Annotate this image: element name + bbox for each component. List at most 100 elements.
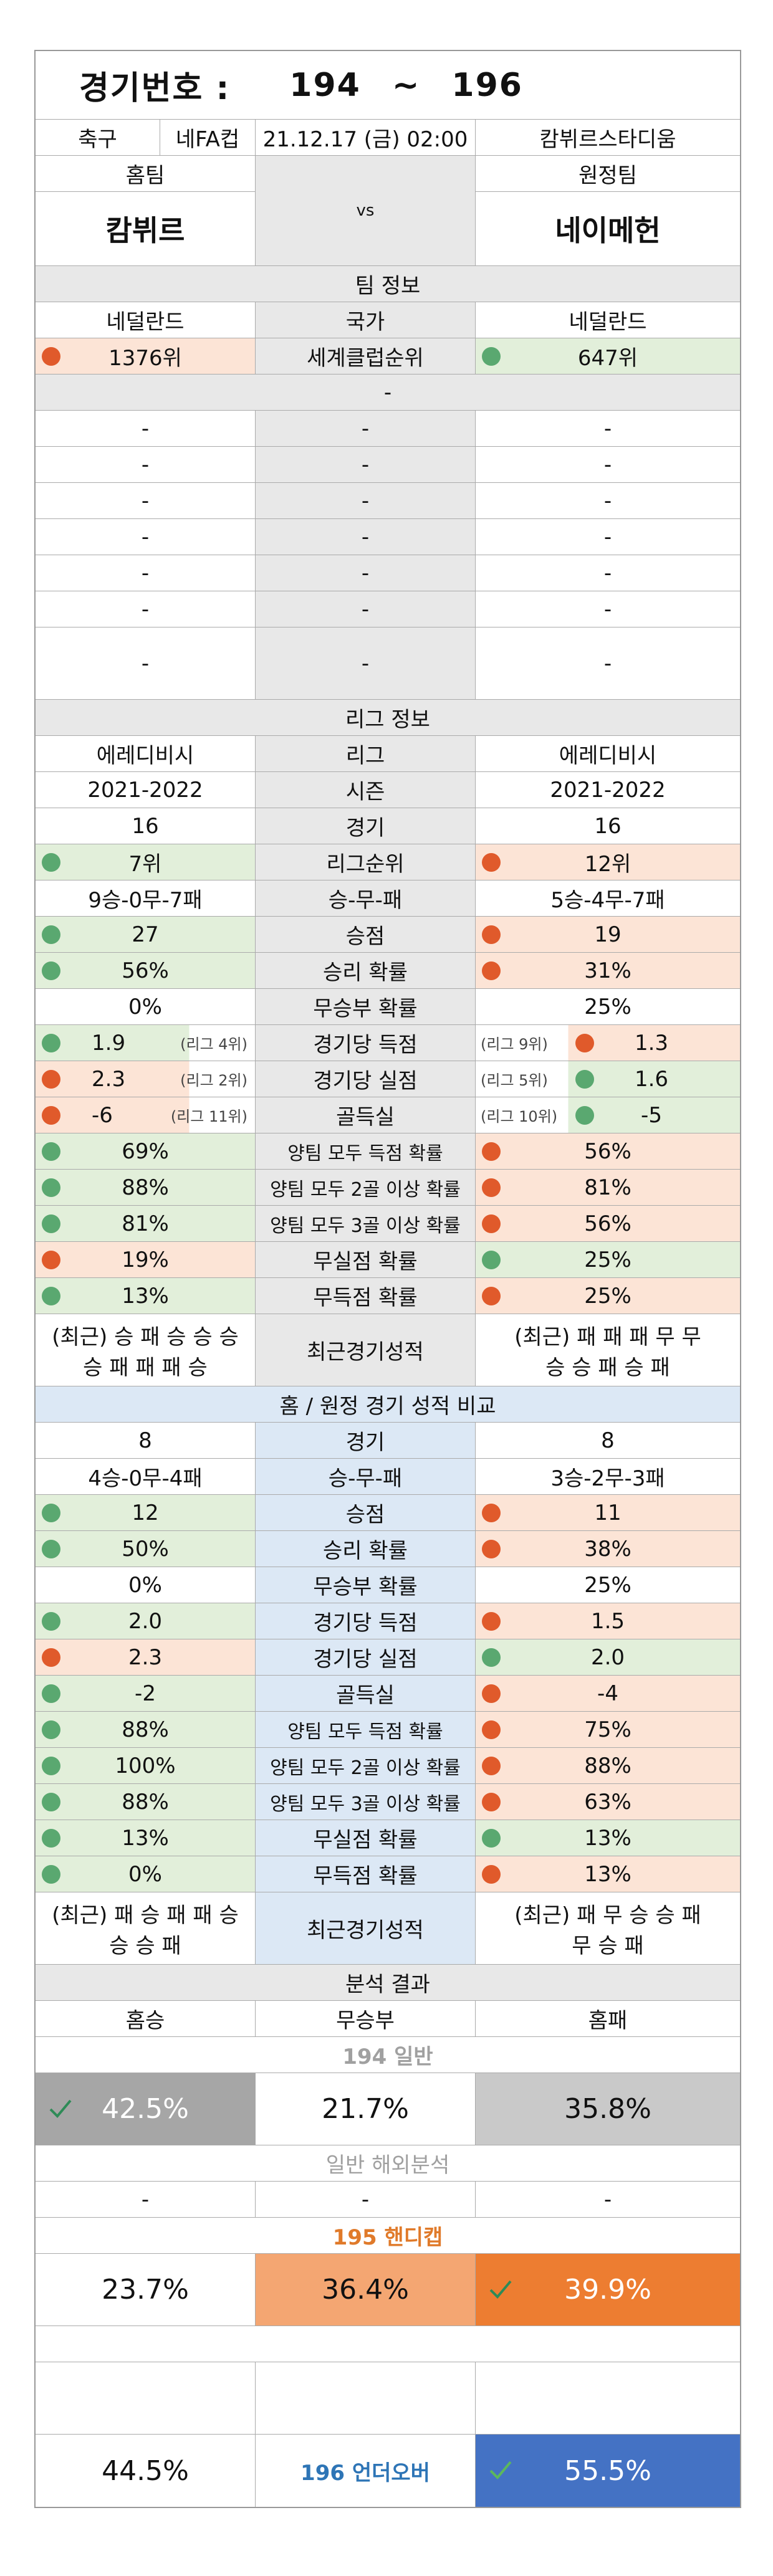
stat-label: 승리 확률 <box>256 1531 476 1567</box>
home-stat-text: 2.0 <box>128 1608 163 1634</box>
home-stat-text: 7위 <box>128 852 162 877</box>
home-league-rank-note: (리그 4위) <box>180 1036 247 1053</box>
away-stat-value: 25% <box>476 1242 740 1277</box>
world-rank-row: 1376위 세계클럽순위 647위 <box>36 338 740 374</box>
stat-label: 양팀 모두 2골 이상 확률 <box>256 1748 476 1783</box>
stat-row: 0% 무승부 확률 25% <box>36 1567 740 1603</box>
homeaway-rows: 8 경기 8 4승-0무-4패 승-무-패 3승-2무-3패 12 승점 11 50% 승리 확률 3… <box>36 1423 740 1892</box>
dash-value: - <box>36 411 256 446</box>
check-icon <box>487 2275 514 2309</box>
header-row: 경기번호 : 194 ~ 196 <box>36 51 740 120</box>
green-dot-icon <box>42 1214 60 1233</box>
home-stat-text: 0% <box>128 1861 162 1887</box>
away-stat-text: 2021-2022 <box>550 777 666 803</box>
away-world-rank: 647위 <box>476 338 740 374</box>
red-dot-icon <box>482 1684 501 1703</box>
home-stat-text: 16 <box>132 813 159 839</box>
general-home-loss: 35.8% <box>476 2073 740 2145</box>
home-stat-text: -6 <box>92 1102 113 1128</box>
home-stat-value: 2.3 <box>36 1639 256 1675</box>
team-info-title-row: 팀 정보 <box>36 266 740 302</box>
stat-row: 81% 양팀 모두 3골 이상 확률 56% <box>36 1206 740 1242</box>
away-stat-value: 1.5 <box>476 1603 740 1639</box>
stat-row: 8 경기 8 <box>36 1423 740 1459</box>
home-stat-value: -6 (리그 11위) <box>36 1097 256 1133</box>
stat-label: 양팀 모두 3골 이상 확률 <box>256 1784 476 1820</box>
away-stat-value: (리그 5위) 1.6 <box>476 1061 740 1097</box>
green-dot-icon <box>42 1864 60 1884</box>
league-recent-label: 최근경기성적 <box>256 1314 476 1386</box>
away-stat-text: 16 <box>594 813 622 839</box>
home-stat-value: 13% <box>36 1278 256 1314</box>
green-dot-icon <box>42 961 60 980</box>
overseas-draw: - <box>256 2182 476 2217</box>
green-dot-icon <box>42 1756 60 1775</box>
home-stat-value: 8 <box>36 1423 256 1458</box>
stat-row: 13% 무실점 확률 13% <box>36 1820 740 1856</box>
red-dot-icon <box>482 925 501 944</box>
red-dot-icon <box>482 1720 501 1739</box>
stat-label: 양팀 모두 2골 이상 확률 <box>256 1170 476 1205</box>
away-stat-text: 31% <box>584 958 631 983</box>
away-stat-value: 5승-4무-7패 <box>476 880 740 916</box>
stat-row: 2021-2022 시즌 2021-2022 <box>36 772 740 808</box>
stat-label: 양팀 모두 득점 확률 <box>256 1133 476 1169</box>
stat-label: 무승부 확률 <box>256 989 476 1024</box>
home-stat-text: 2.3 <box>92 1066 126 1092</box>
stat-row: 88% 양팀 모두 득점 확률 75% <box>36 1712 740 1748</box>
home-stat-text: 81% <box>122 1211 169 1236</box>
blank-row-1 <box>36 2326 740 2362</box>
stat-row: 9승-0무-7패 승-무-패 5승-4무-7패 <box>36 880 740 917</box>
away-stat-value: 25% <box>476 1567 740 1603</box>
match-number-from: 194 <box>289 66 361 104</box>
overseas-home-win: - <box>36 2182 256 2217</box>
away-stat-text: 25% <box>584 1572 631 1598</box>
home-league-rank-note: (리그 11위) <box>170 1108 247 1125</box>
stat-row: 4승-0무-4패 승-무-패 3승-2무-3패 <box>36 1459 740 1495</box>
dash-value: - <box>603 596 612 622</box>
analysis-title: 분석 결과 <box>36 1965 740 2000</box>
home-world-rank: 1376위 <box>36 338 256 374</box>
underover-title: 196 언더오버 <box>256 2435 476 2507</box>
league-info-title: 리그 정보 <box>36 700 740 735</box>
handicap-title-row: 195 핸디캡 <box>36 2218 740 2254</box>
home-stat-text: 88% <box>122 1717 169 1742</box>
stat-label: 무실점 확률 <box>256 1820 476 1856</box>
away-stat-value: 56% <box>476 1206 740 1241</box>
away-stat-value: 16 <box>476 808 740 844</box>
sport: 축구 <box>36 120 160 155</box>
home-stat-value: 100% <box>36 1748 256 1783</box>
away-stat-text: 3승-2무-3패 <box>550 1466 665 1491</box>
dash-label: - <box>256 627 476 699</box>
dash-row: --- <box>36 447 740 483</box>
general-title: 194 일반 <box>342 2044 433 2069</box>
away-stat-text: 38% <box>584 1536 631 1562</box>
away-league-rank-note: (리그 9위) <box>481 1036 548 1053</box>
country-row: 네덜란드 국가 네덜란드 <box>36 302 740 338</box>
home-country: 네덜란드 <box>36 302 256 338</box>
general-title-row: 194 일반 <box>36 2037 740 2073</box>
handicap-home-win: 23.7% <box>36 2254 256 2326</box>
stat-label: 경기당 득점 <box>256 1025 476 1061</box>
blank-cell <box>476 2362 740 2434</box>
general-draw: 21.7% <box>256 2073 476 2145</box>
home-stat-value: 에레디비시 <box>36 736 256 771</box>
red-dot-icon <box>482 1611 501 1631</box>
away-stat-text: 13% <box>584 1825 631 1851</box>
stat-row: 2.3 (리그 2위) 경기당 실점 (리그 5위) 1.6 <box>36 1061 740 1097</box>
stadium: 캄뷔르스타디움 <box>539 127 676 152</box>
home-league-rank-note: (리그 2위) <box>180 1072 247 1089</box>
home-stat-value: 0% <box>36 989 256 1024</box>
away-stat-value: 13% <box>476 1856 740 1892</box>
away-stat-text: 75% <box>584 1717 631 1742</box>
home-stat-value: 0% <box>36 1856 256 1892</box>
away-stat-text: 12위 <box>584 852 631 877</box>
dash-label: - <box>256 411 476 446</box>
dash-value: - <box>603 560 612 586</box>
stat-row: 88% 양팀 모두 3골 이상 확률 63% <box>36 1784 740 1820</box>
handicap-title: 195 핸디캡 <box>332 2225 443 2250</box>
away-league-rank-note: (리그 10위) <box>481 1108 558 1125</box>
stat-row: 13% 무득점 확률 25% <box>36 1278 740 1314</box>
away-league-rank-note: (리그 5위) <box>481 1072 548 1089</box>
